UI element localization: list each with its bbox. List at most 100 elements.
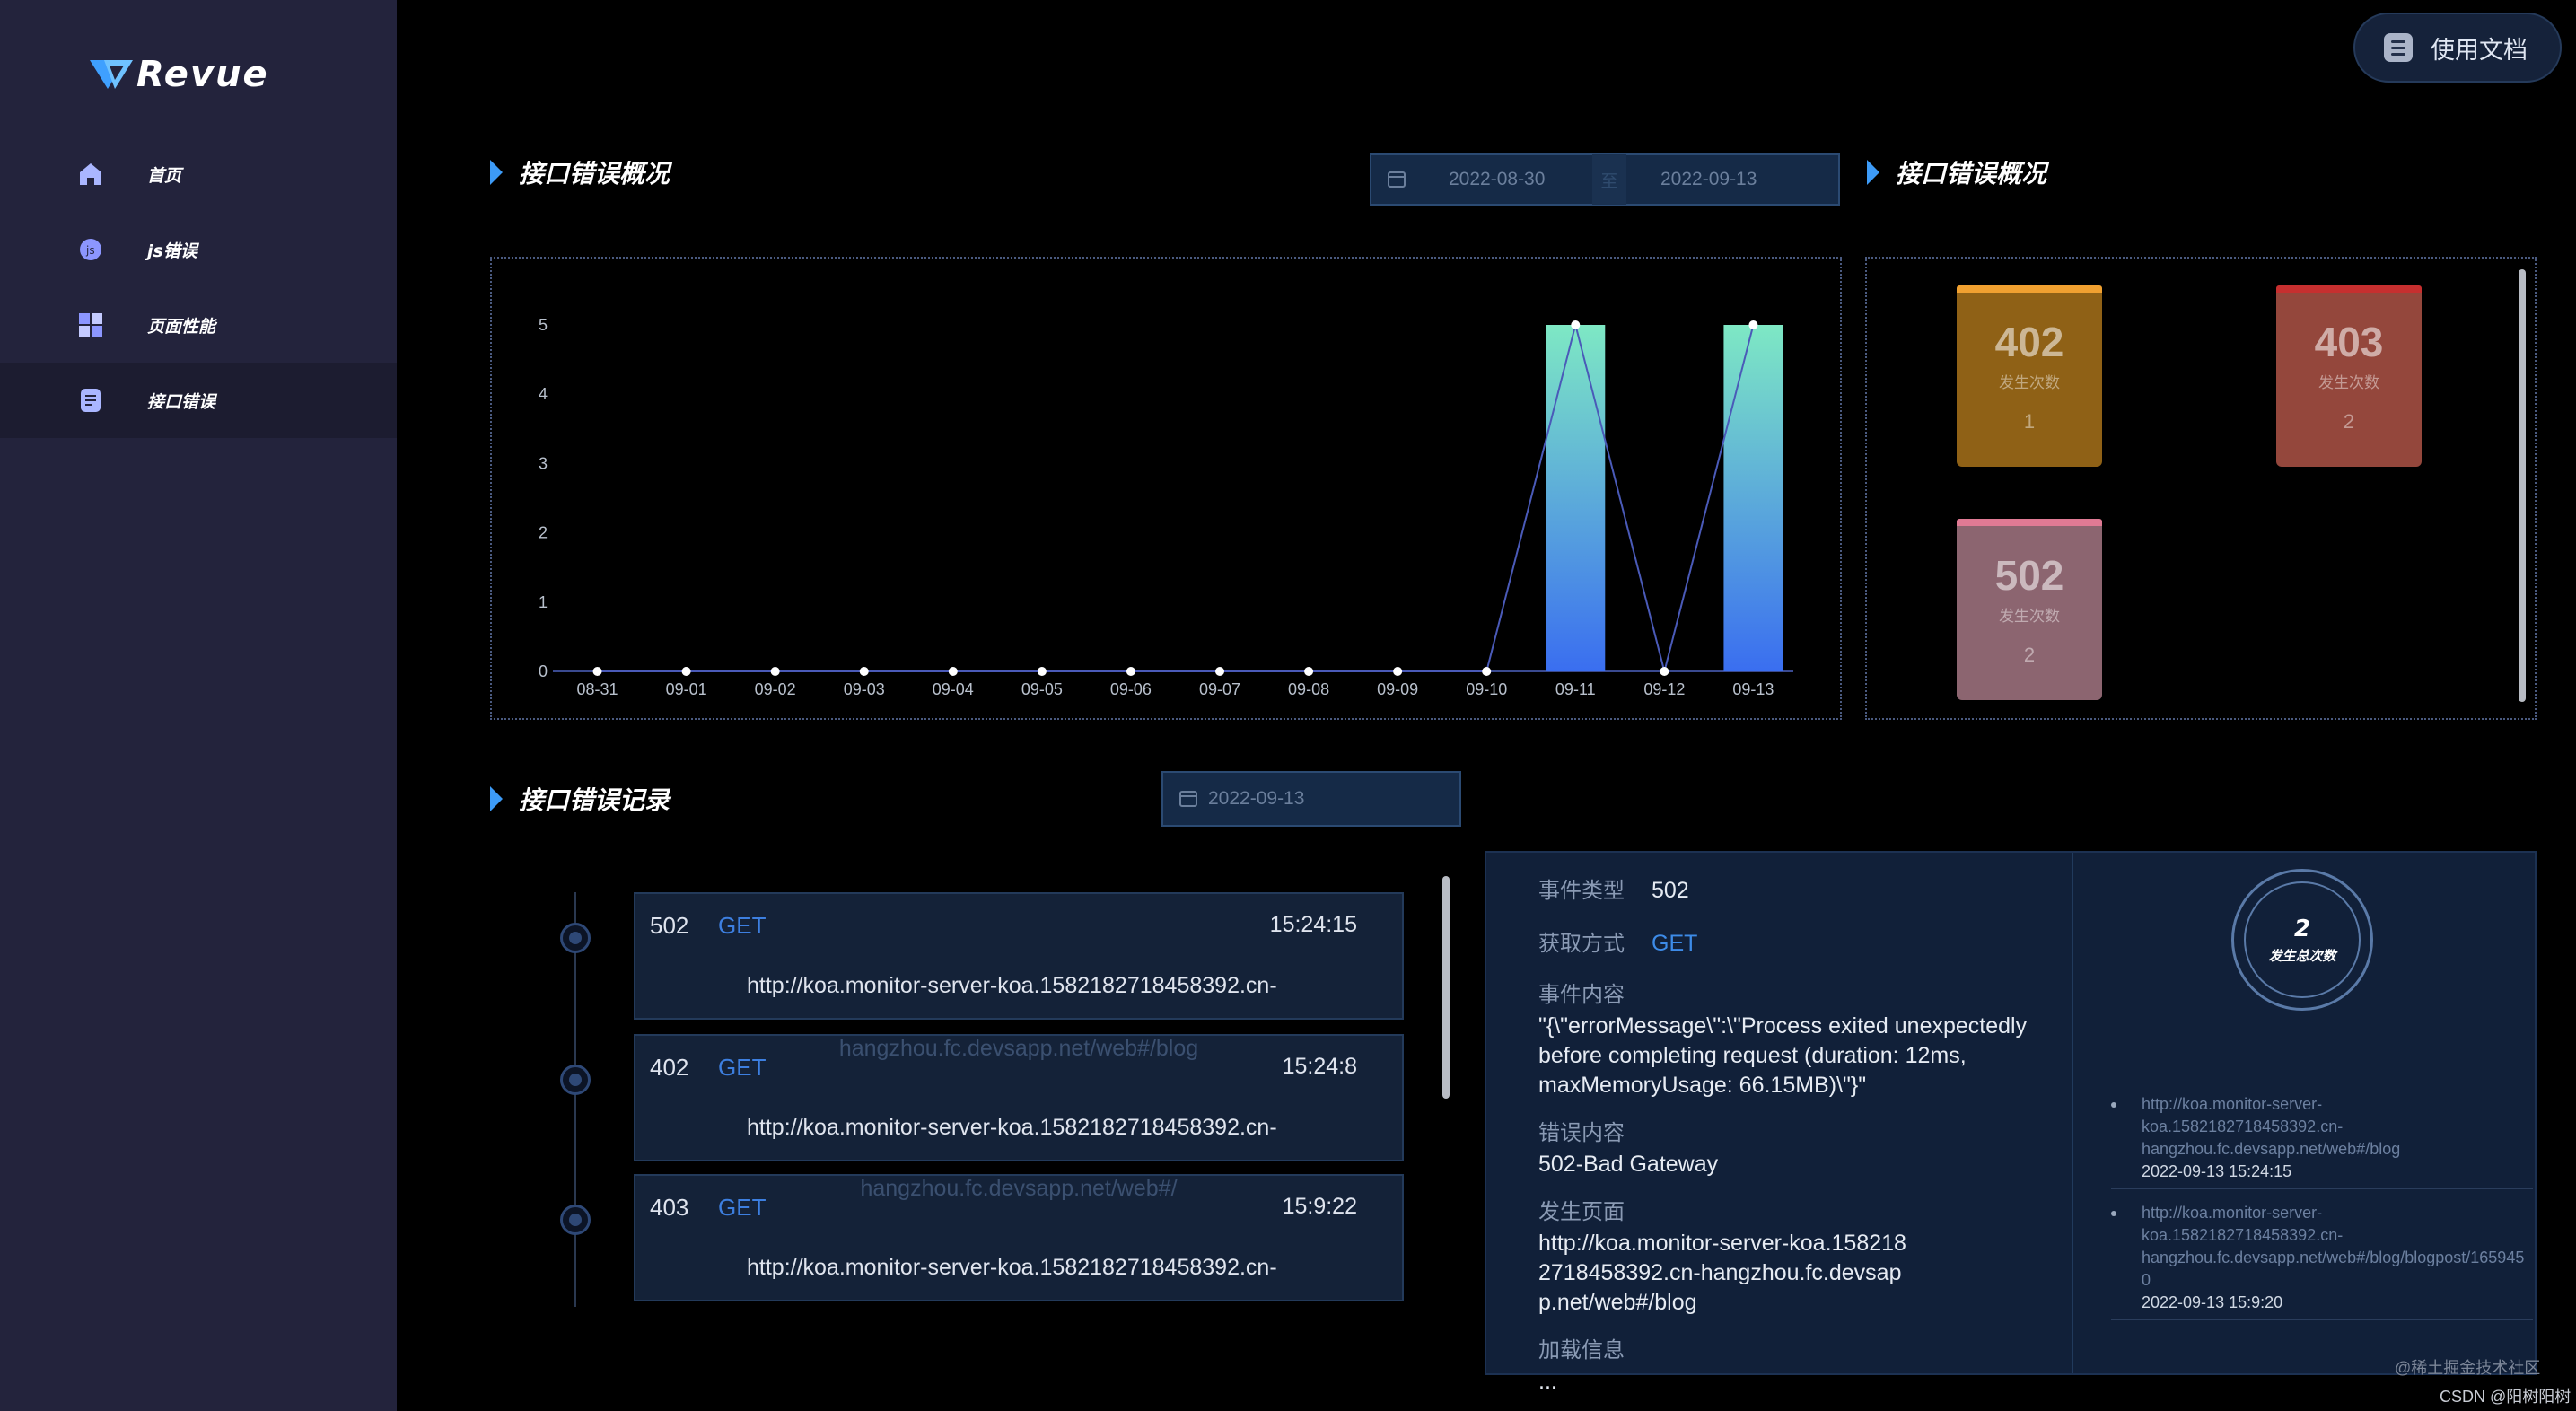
y-tick-label: 0 xyxy=(539,662,548,680)
event-url: http://koa.monitor-server- koa.158218271… xyxy=(2142,1204,2525,1289)
x-tick-label: 09-02 xyxy=(755,680,796,698)
x-tick-label: 09-12 xyxy=(1643,680,1685,698)
calendar-icon xyxy=(1388,171,1406,188)
x-tick-label: 08-31 xyxy=(577,680,618,698)
record-date-picker[interactable]: 2022-09-13 xyxy=(1161,771,1461,827)
event-time: 2022-09-13 15:24:15 xyxy=(2142,1162,2292,1180)
record-item[interactable]: hangzhou.fc.devsapp.net/web#/ 403 GET 15… xyxy=(634,1174,1404,1301)
end-date-input[interactable]: 2022-09-13 xyxy=(1660,169,1757,189)
bar xyxy=(1723,325,1783,671)
detail-label: 事件类型 xyxy=(1538,879,1625,903)
bar xyxy=(1546,325,1606,671)
sidebar-item-label: 接口错误 xyxy=(147,391,216,412)
detail-value: http://koa.monitor-server-koa.1582182718… xyxy=(1538,1231,1906,1315)
sidebar-item-home[interactable]: 首页 xyxy=(0,136,397,212)
detail-value: GET xyxy=(1652,931,1698,956)
record-list: 502 GET 15:24:15 http://koa.monitor-serv… xyxy=(490,867,1459,1312)
timeline-dot xyxy=(560,1205,591,1235)
x-tick-label: 09-08 xyxy=(1288,680,1329,698)
date-range-picker[interactable]: 2022-08-30 至 2022-09-13 xyxy=(1370,153,1840,206)
list-item[interactable]: http://koa.monitor-server- koa.158218271… xyxy=(2111,1202,2533,1320)
detail-label: 发生页面 xyxy=(1538,1200,1625,1224)
logo[interactable]: Revue xyxy=(88,52,269,97)
timeline-dot xyxy=(560,1065,591,1095)
x-tick-label: 09-06 xyxy=(1110,680,1152,698)
card-label: 发生次数 xyxy=(1999,374,2060,391)
record-method: GET xyxy=(718,1194,767,1221)
status-section-title: 接口错误概况 xyxy=(1867,154,2046,190)
timeline-line xyxy=(574,892,576,1307)
record-url: http://koa.monitor-server-koa.1582182718… xyxy=(747,973,1277,998)
data-point xyxy=(1571,320,1581,329)
status-scrollbar[interactable] xyxy=(2519,269,2526,702)
start-date-input[interactable]: 2022-08-30 xyxy=(1449,169,1546,189)
home-icon xyxy=(77,161,104,188)
detail-load: 加载信息 ... xyxy=(1538,1332,2072,1397)
total-count: 2 xyxy=(2293,915,2311,942)
detail-value: 502 xyxy=(1652,878,1689,903)
detail-event-type: 事件类型 502 xyxy=(1538,872,2072,906)
record-status: 502 xyxy=(650,912,689,939)
calendar-icon xyxy=(1179,791,1197,807)
docs-button-label: 使用文档 xyxy=(2431,36,2528,64)
record-method: GET xyxy=(718,1054,767,1081)
data-point xyxy=(1748,320,1758,329)
detail-value: ... xyxy=(1538,1369,1557,1394)
data-point xyxy=(1215,667,1225,676)
y-tick-label: 1 xyxy=(539,593,548,611)
js-icon: js xyxy=(77,236,104,263)
x-tick-label: 09-04 xyxy=(933,680,974,698)
y-tick-label: 4 xyxy=(539,385,548,403)
detail-label: 错误内容 xyxy=(1538,1121,1625,1145)
triangle-icon xyxy=(1867,160,1879,185)
y-tick-label: 3 xyxy=(539,454,548,472)
data-point xyxy=(1126,667,1135,676)
detail-info: 事件类型 502 获取方式 GET 事件内容 "{\"errorMessage\… xyxy=(1486,853,2073,1394)
records-section-title: 接口错误记录 xyxy=(490,781,670,817)
x-tick-label: 09-01 xyxy=(666,680,707,698)
event-time: 2022-09-13 15:9:20 xyxy=(2142,1293,2283,1311)
list-item[interactable]: http://koa.monitor-server- koa.158218271… xyxy=(2111,1093,2533,1189)
data-point xyxy=(592,667,602,676)
detail-label: 获取方式 xyxy=(1538,932,1625,956)
sidebar: Revue 首页 js js错误 页面性能 接口错误 xyxy=(0,0,397,1411)
total-count-label: 发生总次数 xyxy=(2268,947,2336,964)
x-tick-label: 09-11 xyxy=(1555,680,1596,698)
record-time: 15:24:15 xyxy=(1269,912,1357,937)
overview-section-title: 接口错误概况 xyxy=(490,154,670,190)
status-card-403[interactable]: 403 发生次数 2 xyxy=(2276,285,2422,467)
status-card-402[interactable]: 402 发生次数 1 xyxy=(1957,285,2102,467)
sidebar-item-api-error[interactable]: 接口错误 xyxy=(0,363,397,438)
triangle-icon xyxy=(490,786,503,811)
sidebar-item-js-error[interactable]: js js错误 xyxy=(0,212,397,287)
detail-page: 发生页面 http://koa.monitor-server-koa.15821… xyxy=(1538,1194,2072,1318)
detail-method: 获取方式 GET xyxy=(1538,925,2072,959)
record-status: 402 xyxy=(650,1054,689,1081)
timeline-dot xyxy=(560,923,591,953)
detail-value: "{\"errorMessage\":\"Process exited unex… xyxy=(1538,1013,2028,1098)
data-point xyxy=(1393,667,1403,676)
sidebar-item-performance[interactable]: 页面性能 xyxy=(0,287,397,363)
card-count: 1 xyxy=(2023,410,2036,433)
x-tick-label: 09-13 xyxy=(1732,680,1774,698)
record-date-input[interactable]: 2022-09-13 xyxy=(1208,788,1305,809)
data-point xyxy=(948,667,958,676)
detail-summary: 2 发生总次数 http://koa.monitor-server- koa.1… xyxy=(2075,853,2535,1373)
record-item[interactable]: 502 GET 15:24:15 http://koa.monitor-serv… xyxy=(634,892,1404,1020)
detail-error: 错误内容 502-Bad Gateway xyxy=(1538,1115,2072,1179)
chart-canvas: 0 1 2 3 4 5 08-31 09-01 09-02 09-03 09-04 09-05 09-… xyxy=(539,316,1793,698)
status-card-502[interactable]: 502 发生次数 2 xyxy=(1957,519,2102,700)
event-list: http://koa.monitor-server- koa.158218271… xyxy=(2111,1093,2533,1333)
logo-text: Revue xyxy=(136,54,269,95)
docs-button[interactable]: 使用文档 xyxy=(2353,13,2562,83)
triangle-icon xyxy=(490,160,503,185)
record-scrollbar[interactable] xyxy=(1442,876,1450,1099)
error-trend-chart: 0 1 2 3 4 5 08-31 09-01 09-02 09-03 09-04 09-05 09-… xyxy=(490,257,1842,720)
card-top-bar xyxy=(1957,285,2102,293)
x-tick-label: 09-03 xyxy=(844,680,885,698)
card-label: 发生次数 xyxy=(1999,608,2060,625)
record-item[interactable]: hangzhou.fc.devsapp.net/web#/blog 402 GE… xyxy=(634,1034,1404,1161)
card-code: 402 xyxy=(1994,319,2064,365)
watermark-juejin: @稀土掘金技术社区 xyxy=(2395,1359,2541,1377)
card-count: 2 xyxy=(2343,410,2355,433)
